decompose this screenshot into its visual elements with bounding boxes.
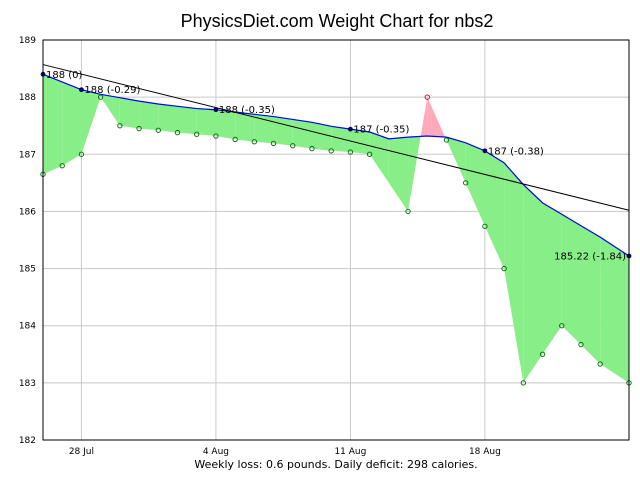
trend-point: [348, 126, 353, 132]
x-tick-label: 11 Aug: [334, 447, 366, 457]
trend-line: [42, 73, 630, 257]
below-trend-area: [446, 137, 466, 183]
below-trend-area: [504, 162, 524, 383]
weight-point: [559, 323, 565, 329]
weight-point: [424, 94, 430, 100]
weight-point: [539, 351, 546, 357]
below-trend-area: [561, 214, 581, 345]
below-trend-area: [177, 106, 197, 135]
below-trend-area: [484, 150, 505, 269]
x-tick-label: 28 Jul: [69, 447, 94, 457]
above-trend-area: [420, 97, 428, 137]
weight-point: [347, 149, 354, 155]
weight-point: [251, 139, 257, 145]
y-tick-label: 189: [19, 36, 36, 46]
below-trend-area: [388, 137, 409, 212]
weight-point: [328, 148, 334, 154]
below-trend-area: [196, 108, 216, 136]
chart-title: PhysicsDiet.com Weight Chart for nbs2: [181, 11, 494, 31]
above-trend-area: [427, 97, 446, 138]
below-trend-area: [350, 129, 370, 155]
below-trend-area: [235, 112, 255, 142]
below-trend-area: [369, 132, 389, 183]
weight-point: [270, 140, 277, 147]
below-trend-area: [81, 89, 101, 155]
y-tick-label: 182: [19, 436, 36, 446]
y-tick-label: 187: [19, 150, 36, 160]
weight-point: [501, 265, 507, 272]
weight-point: [117, 123, 123, 129]
below-trend-area: [542, 202, 562, 355]
weight-point: [97, 94, 104, 100]
x-tick-label: 18 Aug: [469, 447, 501, 457]
weight-point: [463, 180, 469, 186]
weight-point: [405, 208, 411, 215]
below-trend-area: [580, 225, 601, 364]
y-tick-label: 183: [19, 379, 36, 389]
weight-point: [59, 163, 65, 169]
weight-point: [597, 361, 603, 367]
below-trend-area: [62, 82, 82, 166]
below-trend-area: [408, 136, 421, 212]
fit-line: [42, 64, 630, 211]
below-trend-area: [254, 114, 274, 144]
weight-point: [78, 151, 85, 157]
trend-point: [482, 148, 488, 154]
weight-point: [136, 125, 142, 132]
weight-point: [213, 133, 219, 139]
below-trend-area: [100, 94, 120, 126]
below-trend-area: [311, 122, 332, 151]
trend-point-label: 188 (-0.29): [84, 85, 140, 96]
below-trend-area: [292, 119, 312, 149]
below-trend-area: [215, 109, 236, 140]
trend-point-label: 187 (-0.35): [353, 125, 409, 136]
plot-border: [42, 39, 630, 441]
below-trend-area: [43, 74, 63, 175]
trend-point: [79, 87, 84, 93]
weight-point: [174, 129, 181, 136]
trend-point-label: 187 (-0.38): [488, 146, 544, 157]
trend-point-label: 185.22 (-1.84): [554, 252, 626, 263]
below-trend-area: [465, 142, 485, 227]
trend-point-label: 188 (-0.35): [219, 105, 275, 116]
weight-point: [155, 127, 161, 133]
below-trend-area: [139, 101, 159, 131]
weight-point: [578, 341, 584, 348]
below-trend-area: [331, 126, 351, 152]
below-trend-area: [600, 237, 629, 383]
y-tick-label: 184: [19, 322, 36, 332]
weight-point: [309, 145, 315, 152]
plot-area: 182 183 184 185 186 187 188 189 28 Jul 4 Aug 11 Au…: [19, 36, 632, 457]
weight-point: [482, 223, 488, 229]
below-trend-area: [523, 184, 543, 383]
below-trend-area: [273, 116, 293, 146]
below-trend-area: [158, 104, 178, 133]
chart-footer: Weekly loss: 0.6 pounds. Daily deficit: …: [194, 458, 477, 471]
weight-point: [232, 136, 238, 143]
x-tick-label: 4 Aug: [203, 447, 229, 457]
weight-point: [194, 131, 200, 137]
trend-point-label: 188 (0): [46, 70, 83, 81]
weight-point: [443, 137, 450, 143]
y-tick-label: 188: [19, 93, 36, 103]
weight-point: [520, 380, 526, 386]
weight-point: [290, 143, 296, 149]
trend-point: [213, 107, 219, 113]
y-tick-label: 186: [19, 207, 36, 217]
weight-point: [366, 151, 373, 157]
below-trend-area: [119, 97, 140, 129]
y-tick-label: 185: [19, 265, 36, 275]
